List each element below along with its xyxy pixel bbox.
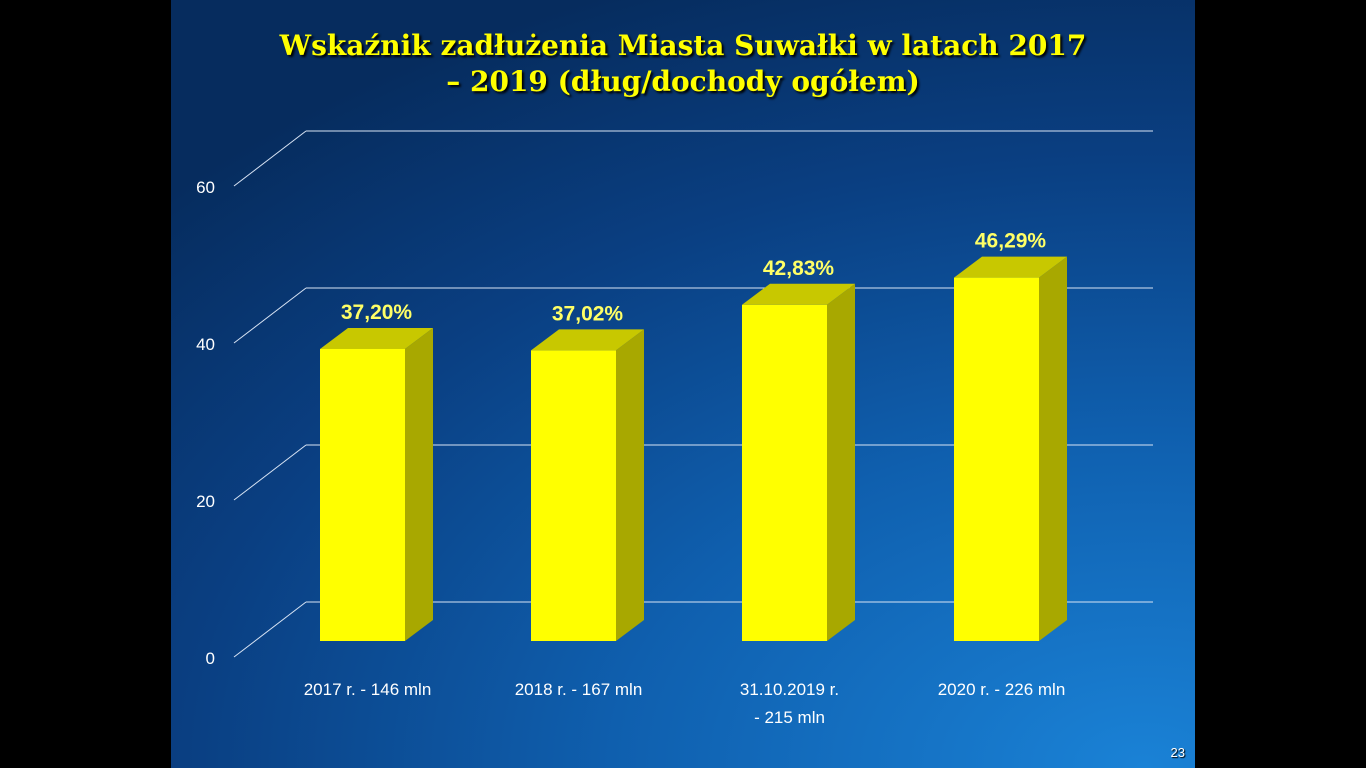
- chart-title-line-1: Wskaźnik zadłużenia Miasta Suwałki w lat…: [279, 29, 1087, 62]
- data-label: 46,29%: [975, 230, 1047, 253]
- gridline-depth-3: [233, 130, 307, 187]
- y-tick-label: 20: [196, 492, 215, 511]
- x-tick-label: 31.10.2019 r.: [740, 680, 839, 699]
- y-tick-label: 0: [206, 649, 215, 668]
- gridline-depth-1: [233, 444, 307, 501]
- bar-chart: 0 20 40 60 37,20% 2017 r. - 146 mln 37,02% 2018…: [196, 130, 1153, 727]
- page-number: 23: [1170, 745, 1185, 760]
- bar-side: [1039, 256, 1067, 641]
- bar-top: [742, 283, 855, 305]
- bar-side: [616, 329, 644, 641]
- chart-title: Wskaźnik zadłużenia Miasta Suwałki w lat…: [211, 28, 1155, 100]
- bar-side: [827, 283, 855, 641]
- gridline-depth-2: [233, 287, 307, 344]
- bar: [954, 277, 1039, 641]
- gridline-depth-0: [233, 601, 307, 658]
- data-label: 37,20%: [341, 301, 413, 324]
- x-tick-label: 2018 r. - 167 mln: [515, 680, 643, 699]
- bar: [531, 350, 616, 641]
- bar-top: [954, 256, 1067, 278]
- data-label: 37,02%: [552, 302, 624, 325]
- x-tick-label: 2017 r. - 146 mln: [304, 680, 432, 699]
- bar-top: [320, 327, 433, 349]
- x-tick-label: 2020 r. - 226 mln: [938, 680, 1066, 699]
- bar: [742, 304, 827, 641]
- bar-side: [405, 327, 433, 641]
- labels-layer: 0 20 40 60 37,20% 2017 r. - 146 mln 37,02% 2018…: [196, 178, 1065, 727]
- y-tick-label: 60: [196, 178, 215, 197]
- y-tick-label: 40: [196, 335, 215, 354]
- bars-layer: [320, 256, 1067, 641]
- data-label: 42,83%: [763, 257, 835, 280]
- bar-top: [531, 329, 644, 351]
- bar: [320, 348, 405, 641]
- chart-title-line-2: – 2019 (dług/dochody ogółem): [446, 65, 920, 98]
- x-tick-label: - 215 mln: [754, 708, 825, 727]
- slide: Wskaźnik zadłużenia Miasta Suwałki w lat…: [171, 0, 1195, 768]
